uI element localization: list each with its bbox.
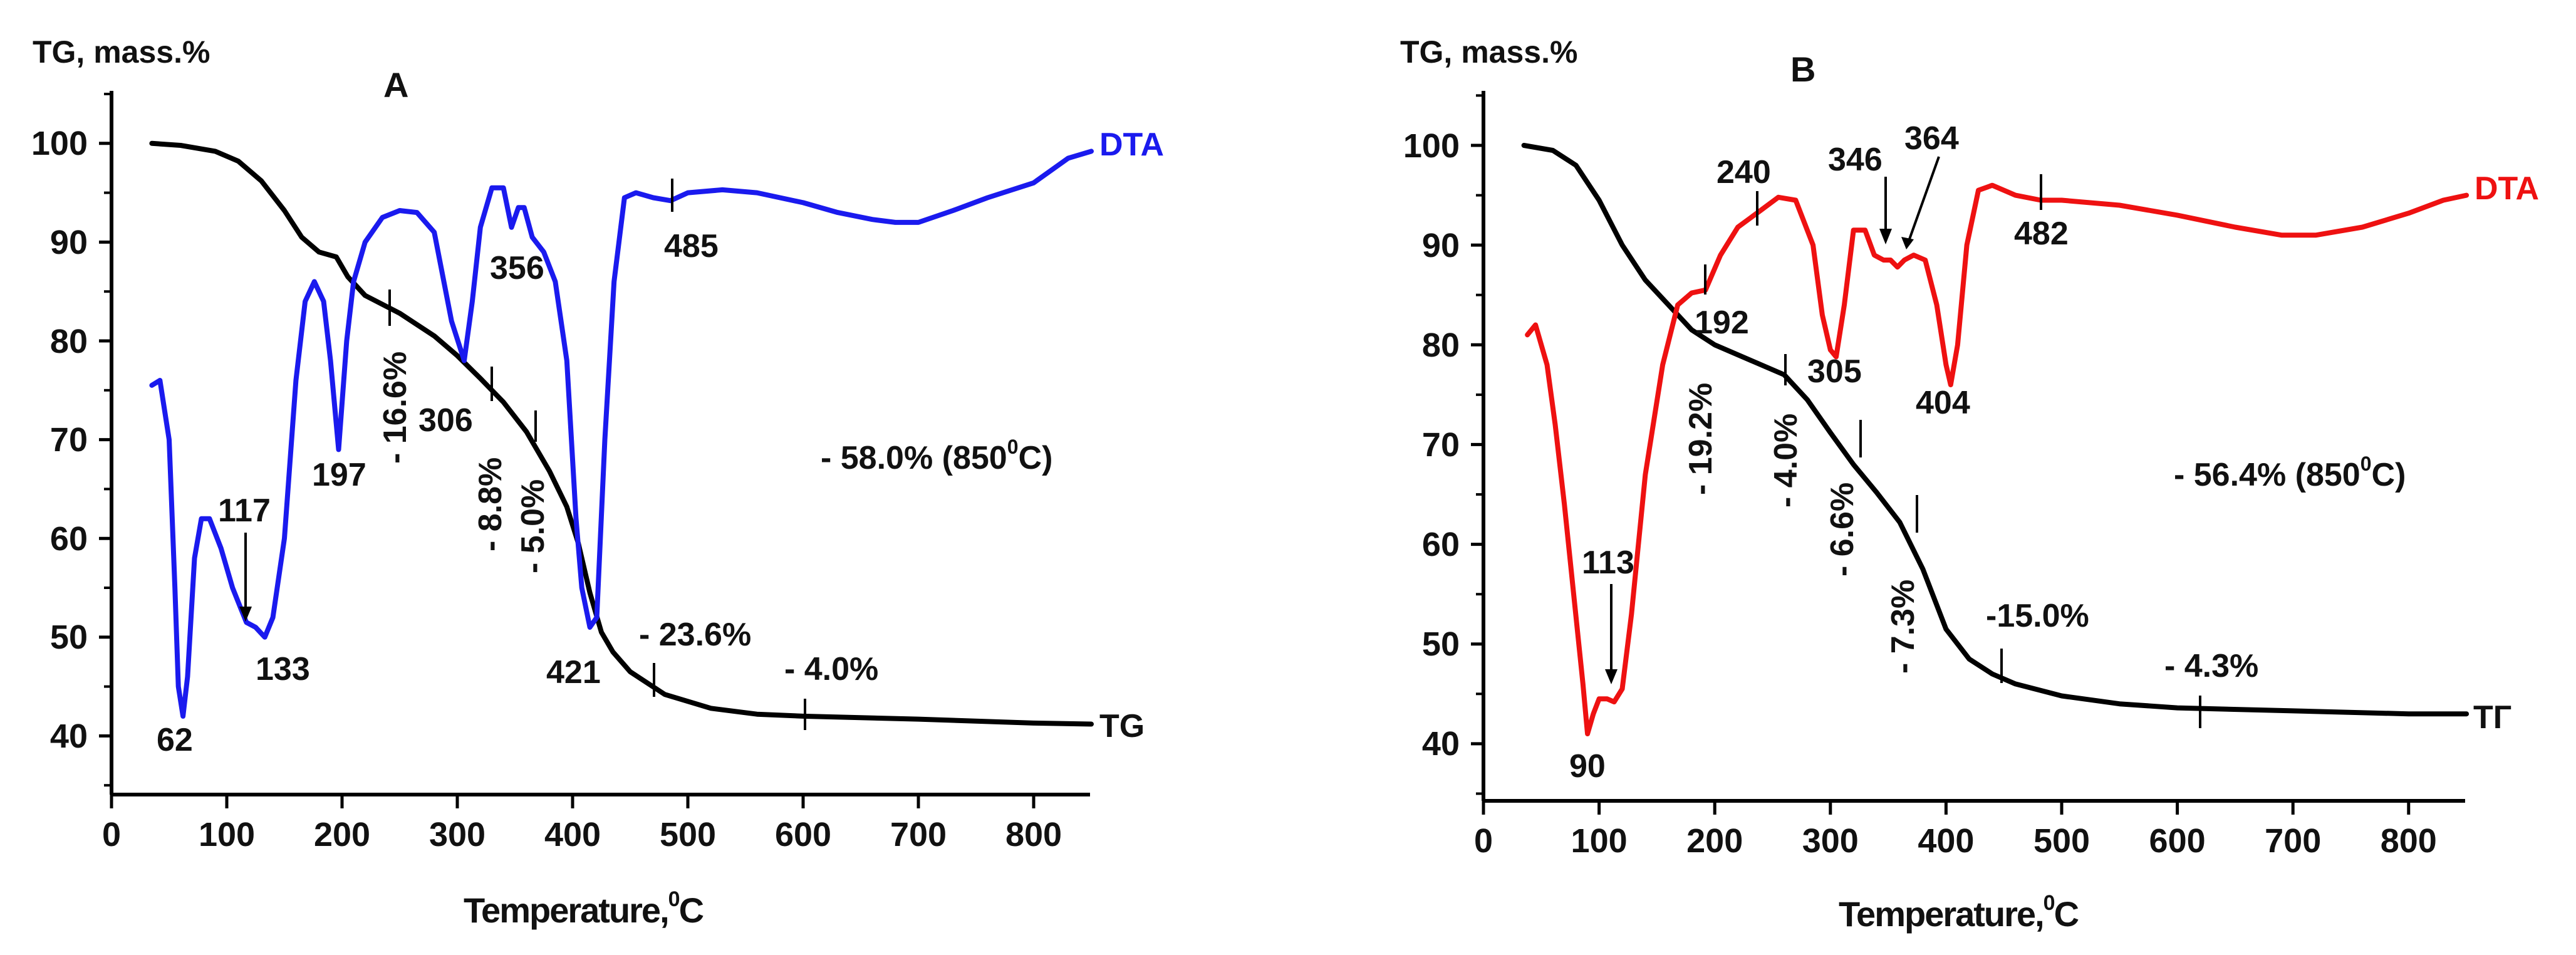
panel-a: TG, mass.% A 0 100 200 300 400 500 600 7… — [31, 34, 1164, 930]
a-peak-421: 421 — [546, 654, 601, 691]
b-xtick-label: 500 — [2033, 822, 2090, 860]
a-xtick-label: 600 — [775, 816, 831, 853]
a-ytick-label: 50 — [50, 618, 88, 656]
panel-a-dta-curve — [149, 149, 1094, 719]
panel-a-dta-label: DTA — [1099, 127, 1164, 163]
a-ytick-label: 40 — [50, 718, 88, 755]
b-peak-482: 482 — [2014, 216, 2069, 252]
a-xtick-label: 400 — [544, 816, 601, 853]
a-loss-16-6: - 16.6% — [377, 352, 413, 464]
b-ytick-label: 50 — [1422, 625, 1460, 663]
a-ytick-label: 90 — [50, 224, 88, 261]
panel-b-tg-curve — [1521, 143, 2470, 717]
a-peak-197: 197 — [312, 457, 366, 493]
b-xtick-label: 800 — [2381, 822, 2437, 860]
panel-a-total-loss: - 58.0% (8500C) — [821, 436, 1052, 476]
b-xtick-label: 200 — [1686, 822, 1743, 860]
a-peak-62: 62 — [157, 722, 193, 758]
panel-a-xticks: 0 100 200 300 400 500 600 700 800 — [102, 795, 1062, 853]
b-loss-6-6: - 6.6% — [1824, 483, 1861, 577]
b-arrowhead-113 — [1605, 669, 1618, 684]
b-loss-15-0: -15.0% — [1986, 598, 2089, 634]
a-loss-4-0: - 4.0% — [784, 651, 878, 687]
a-xtick-label: 800 — [1005, 816, 1062, 853]
panel-b-dta-curve — [1525, 182, 2470, 736]
panel-a-yticks: 40 50 60 70 80 90 100 — [31, 93, 112, 787]
a-peak-133: 133 — [256, 651, 310, 687]
b-peak-404: 404 — [1916, 385, 1970, 421]
panel-b-title: B — [1790, 50, 1815, 89]
panel-b-xlabel: Temperature,0C — [1839, 891, 2079, 934]
panel-a-xlabel: Temperature,0C — [464, 887, 704, 930]
b-peak-192: 192 — [1695, 305, 1749, 341]
a-loss-5-0: - 5.0% — [515, 479, 551, 573]
b-xtick-label: 300 — [1802, 822, 1859, 860]
a-peak-117: 117 — [218, 493, 271, 529]
a-ytick-label: 80 — [50, 323, 88, 360]
b-loss-19-2: - 19.2% — [1683, 383, 1719, 495]
b-loss-4-0: - 4.0% — [1768, 414, 1804, 508]
b-xtick-label: 700 — [2265, 822, 2321, 860]
b-xtick-label: 600 — [2149, 822, 2206, 860]
a-ytick-label: 100 — [31, 125, 88, 162]
a-xtick-label: 300 — [429, 816, 486, 853]
b-loss-4-3: - 4.3% — [2164, 648, 2258, 684]
b-peak-346: 346 — [1828, 142, 1883, 178]
panel-a-title: A — [383, 65, 408, 105]
b-peak-240: 240 — [1716, 154, 1771, 190]
panel-a-ylabel: TG, mass.% — [33, 34, 210, 70]
b-peak-90: 90 — [1569, 748, 1606, 785]
a-xtick-label: 700 — [890, 816, 947, 853]
b-ytick-label: 80 — [1422, 326, 1460, 364]
b-ytick-label: 90 — [1422, 227, 1460, 264]
a-xtick-label: 500 — [660, 816, 716, 853]
b-ytick-label: 100 — [1403, 127, 1460, 165]
panel-b-xticks: 0 100 200 300 400 500 600 700 800 — [1474, 801, 2437, 860]
a-peak-306: 306 — [418, 402, 473, 439]
panel-b: TG, mass.% B 0 100 200 300 400 500 600 7… — [1400, 34, 2539, 934]
b-ytick-label: 60 — [1422, 526, 1460, 563]
a-xtick-label: 100 — [199, 816, 255, 853]
b-arrowhead-364 — [1901, 237, 1914, 249]
b-arrow-364 — [1906, 156, 1940, 245]
b-arrowhead-346 — [1879, 229, 1892, 244]
panel-b-total-loss: - 56.4% (8500C) — [2174, 452, 2406, 493]
a-loss-23-6: - 23.6% — [639, 617, 751, 653]
panel-a-tg-label: TG — [1099, 708, 1145, 744]
a-loss-8-8: - 8.8% — [472, 457, 509, 551]
a-peak-485: 485 — [664, 228, 719, 264]
panel-b-tg-label: ТГ — [2473, 699, 2511, 736]
a-peak-356: 356 — [490, 250, 544, 286]
b-ytick-label: 70 — [1422, 426, 1460, 464]
a-ytick-label: 70 — [50, 421, 88, 459]
panel-b-yticks: 40 50 60 70 80 90 100 — [1403, 94, 1483, 795]
b-xtick-label: 400 — [1918, 822, 1974, 860]
b-xtick-label: 0 — [1474, 822, 1493, 860]
a-xtick-label: 200 — [314, 816, 370, 853]
b-peak-305: 305 — [1807, 353, 1862, 390]
panel-b-ylabel: TG, mass.% — [1400, 34, 1577, 70]
panel-a-tg-curve — [149, 140, 1094, 727]
b-ytick-label: 40 — [1422, 725, 1460, 763]
a-ytick-label: 60 — [50, 520, 88, 558]
b-xtick-label: 100 — [1571, 822, 1628, 860]
panel-b-dta-label: DTA — [2475, 170, 2539, 207]
b-peak-364: 364 — [1904, 120, 1959, 157]
b-loss-7-3: - 7.3% — [1885, 580, 1921, 674]
a-xtick-label: 0 — [102, 816, 121, 853]
a-arrowhead-117 — [239, 607, 252, 622]
b-peak-113: 113 — [1582, 545, 1634, 581]
